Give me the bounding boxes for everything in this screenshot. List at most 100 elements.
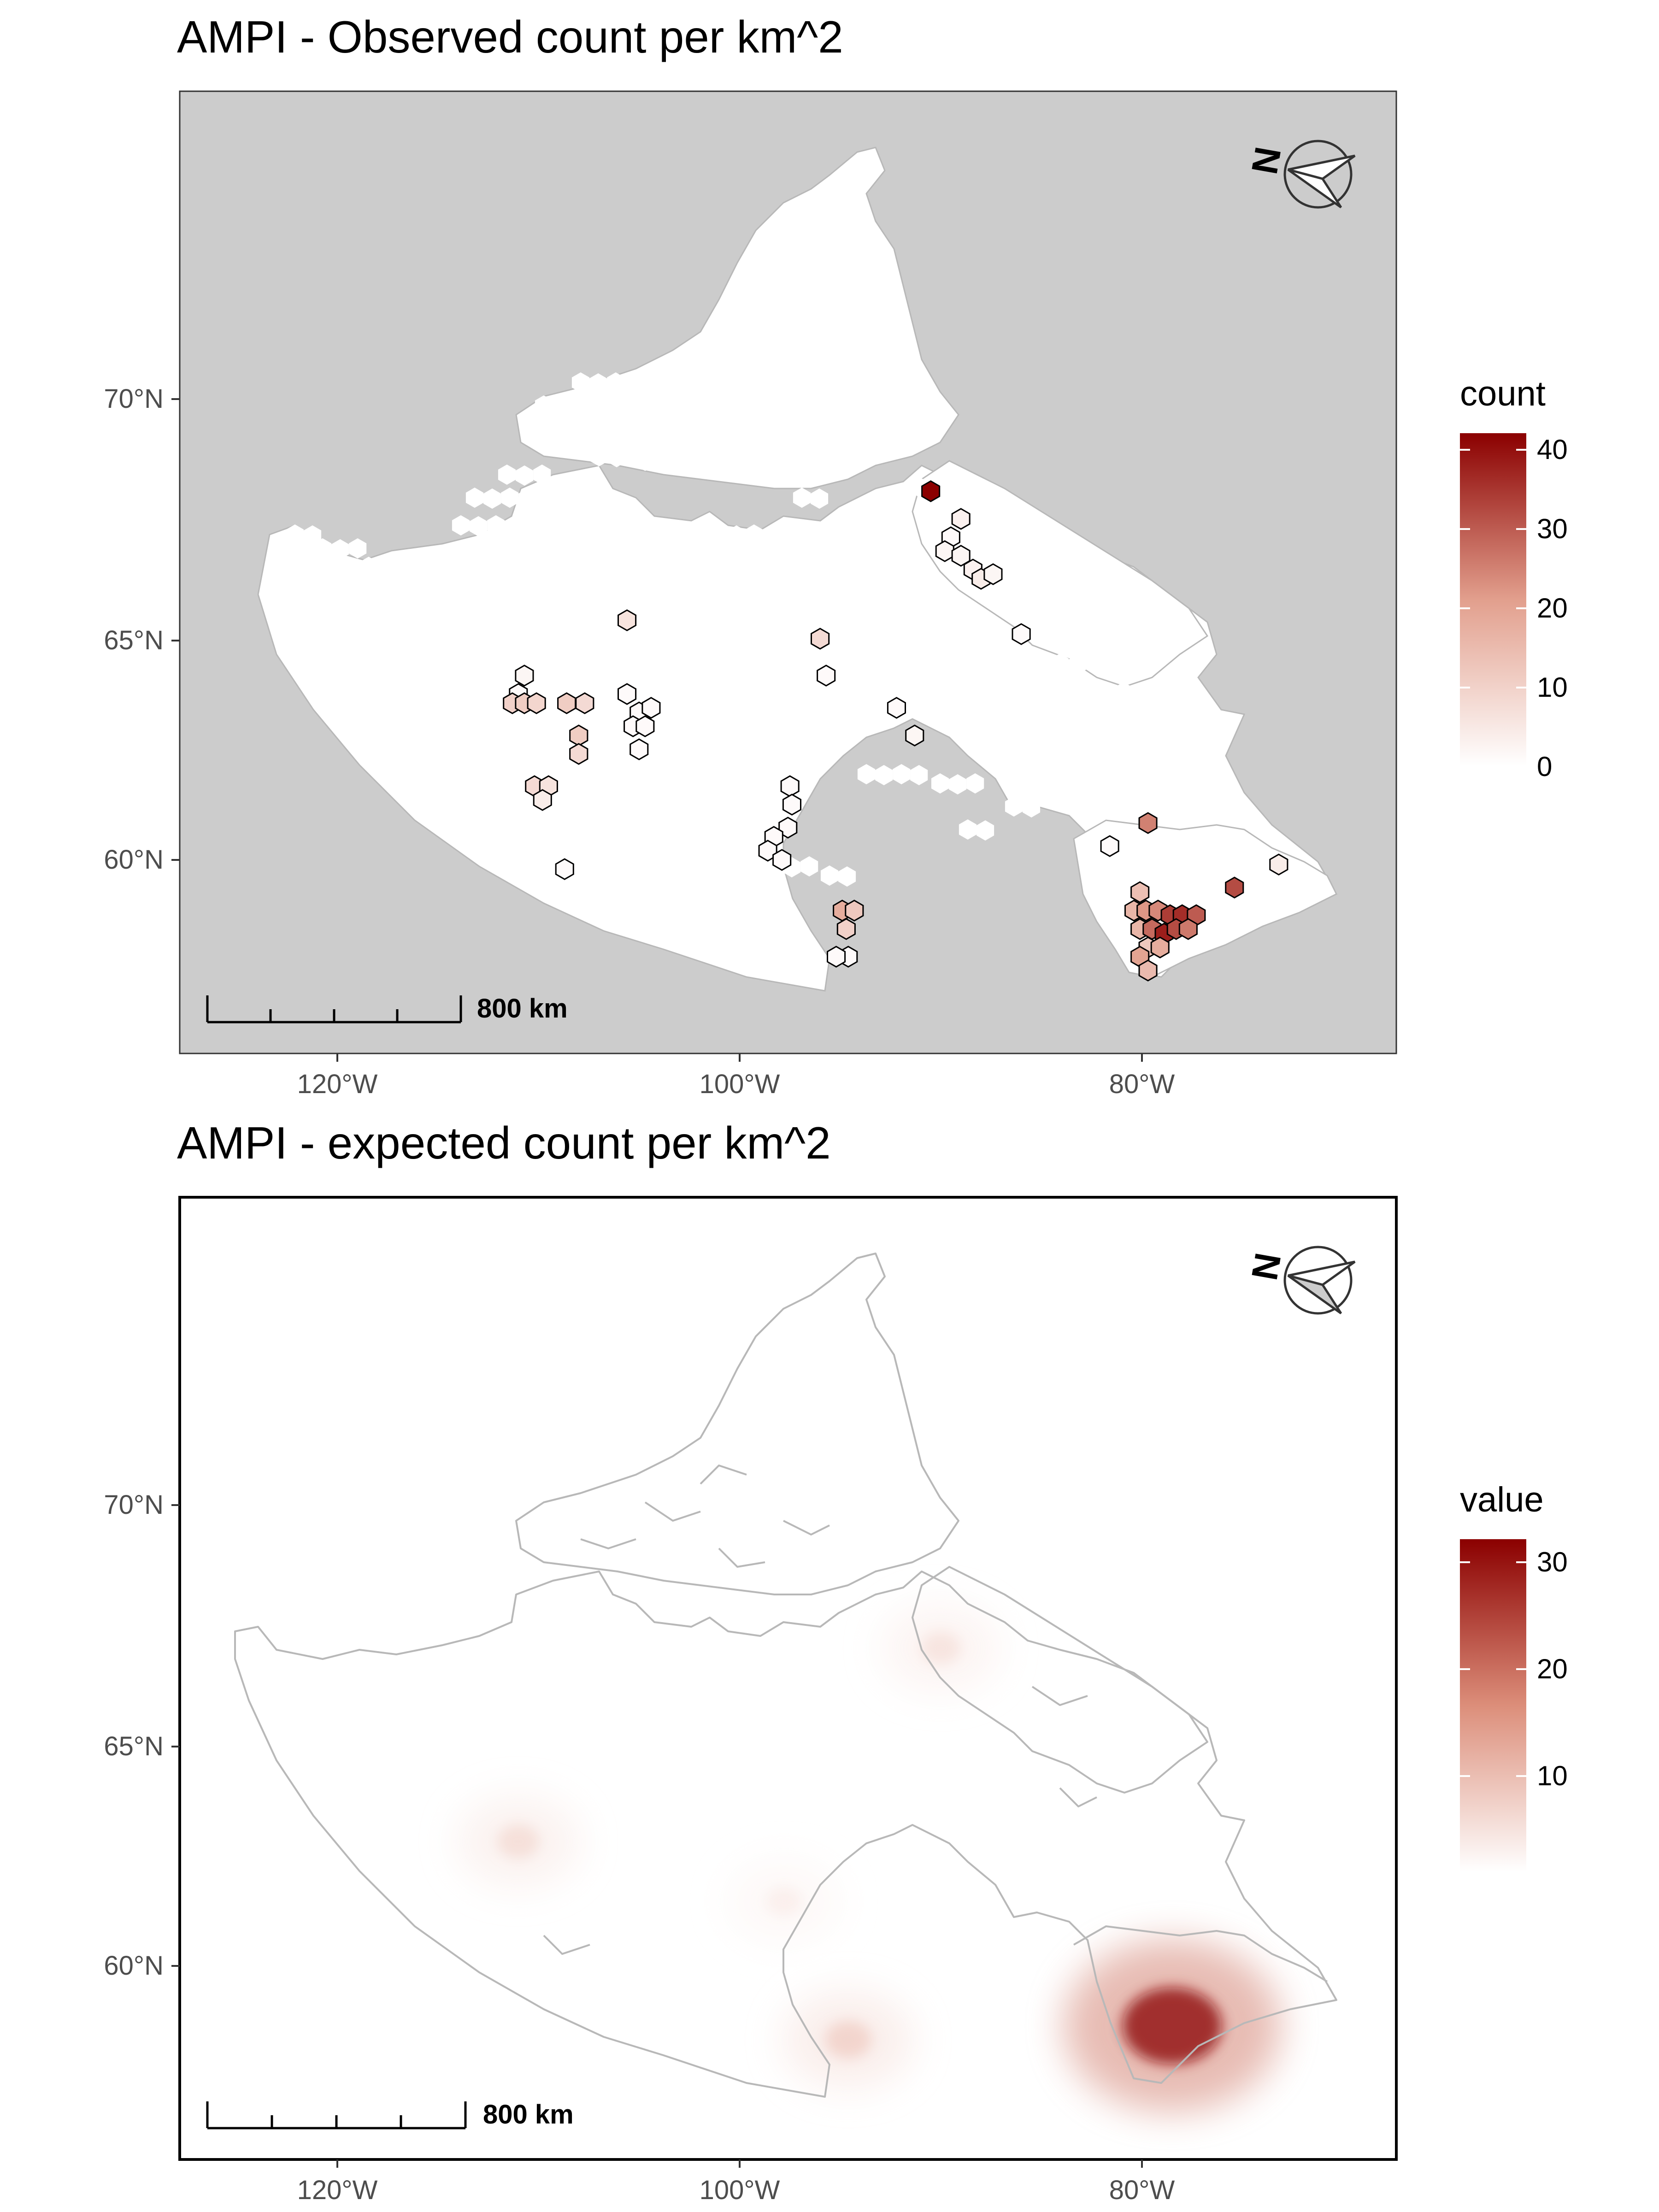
unsampled-hex bbox=[838, 866, 856, 887]
observed-hex bbox=[569, 743, 588, 765]
unsampled-hex bbox=[728, 571, 746, 592]
expected-density-layer bbox=[456, 1603, 1281, 2112]
legend-tick-label: 10 bbox=[1537, 672, 1568, 703]
unsampled-hex bbox=[1143, 718, 1161, 738]
unsampled-hex bbox=[589, 373, 607, 394]
unsampled-hex bbox=[931, 773, 949, 794]
unsampled-hex bbox=[535, 395, 553, 416]
unsampled-hex bbox=[799, 681, 817, 701]
unsampled-hex bbox=[745, 524, 763, 545]
unsampled-hex bbox=[635, 829, 653, 849]
unsampled-hex bbox=[1120, 700, 1138, 720]
legend: value 30 20 10 bbox=[1460, 1480, 1568, 1872]
scale-bar: 800 km bbox=[206, 2100, 574, 2130]
unsampled-hex bbox=[562, 418, 581, 439]
unsampled-hex bbox=[728, 681, 747, 701]
coastline-islands bbox=[515, 1253, 959, 1595]
lat-axis: 70°N 65°N 60°N bbox=[104, 1490, 180, 1981]
unsampled-hex bbox=[672, 406, 690, 426]
lat-label: 70°N bbox=[104, 1490, 164, 1520]
unsampled-hex bbox=[590, 446, 608, 466]
unsampled-hex bbox=[1050, 590, 1068, 610]
observed-hex bbox=[629, 738, 649, 760]
unsampled-hex bbox=[552, 635, 570, 655]
observed-hex bbox=[527, 692, 546, 714]
unsampled-hex bbox=[884, 590, 902, 610]
lat-label: 70°N bbox=[104, 384, 164, 414]
unsampled-hex bbox=[847, 312, 865, 333]
unsampled-hex bbox=[569, 636, 587, 656]
lon-label: 80°W bbox=[1109, 1069, 1175, 1099]
unsampled-hex bbox=[331, 539, 349, 559]
unsampled-hex bbox=[608, 392, 626, 412]
unsampled-hex bbox=[631, 372, 650, 393]
unsampled-hex bbox=[820, 585, 838, 606]
unsampled-hex bbox=[359, 557, 378, 577]
unsampled-hex bbox=[1115, 682, 1133, 702]
unsampled-hex bbox=[621, 663, 639, 683]
unsampled-hex bbox=[663, 793, 681, 813]
unsampled-hex bbox=[866, 589, 885, 609]
unsampled-hex bbox=[587, 635, 605, 655]
unsampled-hex bbox=[645, 433, 663, 453]
unsampled-hex bbox=[811, 312, 830, 333]
unsampled-hex bbox=[1041, 618, 1059, 638]
lon-label: 100°W bbox=[700, 1069, 780, 1099]
unsampled-hex bbox=[654, 875, 673, 895]
lat-label: 60°N bbox=[104, 1951, 164, 1981]
unsampled-hex bbox=[920, 635, 938, 655]
unsampled-hex bbox=[912, 571, 930, 592]
legend-tick-label: 40 bbox=[1537, 434, 1568, 465]
unsampled-hex bbox=[561, 658, 579, 678]
unsampled-hex bbox=[673, 672, 691, 692]
unsampled-hex bbox=[585, 663, 604, 683]
unsampled-hex bbox=[470, 516, 488, 536]
unsampled-hex bbox=[959, 819, 977, 840]
observed-hex bbox=[921, 480, 941, 502]
unsampled-hex bbox=[783, 626, 802, 646]
unsampled-hex bbox=[349, 538, 367, 559]
unsampled-hex bbox=[599, 829, 618, 849]
observed-hex bbox=[811, 628, 830, 650]
unsampled-hex bbox=[977, 820, 994, 841]
unsampled-hex bbox=[627, 432, 645, 453]
lon-label: 120°W bbox=[297, 2175, 378, 2205]
observed-hex bbox=[618, 609, 637, 631]
unsampled-hex bbox=[1178, 718, 1196, 738]
unsampled-hex bbox=[781, 313, 799, 334]
unsampled-hex bbox=[820, 865, 839, 886]
density-hotspot-core bbox=[1122, 1987, 1222, 2065]
unsampled-hex bbox=[1207, 737, 1225, 758]
unsampled-hex bbox=[949, 700, 968, 720]
lon-label: 80°W bbox=[1109, 2175, 1175, 2205]
unsampled-hex bbox=[534, 636, 552, 656]
observed-hex bbox=[905, 724, 924, 747]
unsampled-hex bbox=[618, 856, 636, 877]
observed-hex bbox=[1100, 835, 1119, 857]
legend-tick-label: 30 bbox=[1537, 1547, 1568, 1577]
observed-hex bbox=[555, 858, 574, 880]
observed-hex bbox=[575, 692, 594, 714]
unsampled-hex bbox=[1106, 645, 1124, 665]
unsampled-hex bbox=[781, 682, 799, 702]
unsampled-hex bbox=[875, 765, 893, 785]
unsampled-hex bbox=[764, 681, 782, 701]
unsampled-hex bbox=[837, 584, 855, 605]
observed-hex bbox=[515, 665, 534, 687]
observed-hex bbox=[983, 563, 1003, 585]
observed-hex bbox=[569, 724, 588, 747]
unsampled-hex bbox=[1059, 617, 1077, 637]
unsampled-hex bbox=[782, 709, 800, 729]
unsampled-hex bbox=[664, 635, 682, 655]
unsampled-hex bbox=[866, 650, 884, 670]
unsampled-hex bbox=[829, 313, 847, 334]
observed-hex bbox=[1269, 853, 1288, 876]
unsampled-hex bbox=[985, 700, 1003, 720]
unsampled-hex bbox=[765, 590, 782, 610]
unsampled-hex bbox=[801, 341, 819, 361]
legend: count 40 30 20 10 0 bbox=[1460, 374, 1568, 782]
lon-label: 100°W bbox=[700, 2175, 780, 2205]
unsampled-hex bbox=[1005, 534, 1023, 554]
unsampled-hex bbox=[710, 524, 728, 545]
unsampled-hex bbox=[516, 635, 535, 655]
